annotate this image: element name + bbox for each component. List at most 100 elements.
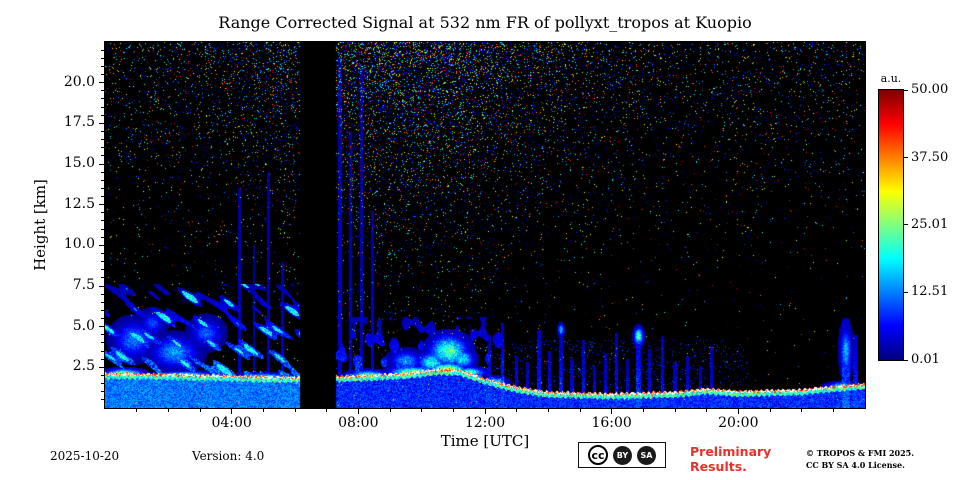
y-tick-label: 17.5 (63, 114, 95, 131)
x-tick-label: 16:00 (591, 415, 632, 431)
y-minor-tick (101, 236, 104, 238)
x-minor-tick (167, 409, 169, 412)
x-minor-tick (326, 409, 328, 412)
version-label: Version: 4.0 (192, 449, 265, 463)
y-tick-label: 12.5 (63, 195, 95, 212)
y-minor-tick (101, 212, 104, 214)
x-minor-tick (262, 409, 264, 412)
y-minor-tick (101, 196, 104, 198)
colorbar-tick (904, 224, 908, 226)
y-minor-tick (101, 155, 104, 157)
y-minor-tick (101, 139, 104, 141)
y-minor-tick (101, 90, 104, 92)
colorbar-tick (904, 291, 908, 293)
license-line1: © TROPOS & FMI 2025. (806, 448, 915, 458)
y-major-tick (99, 244, 104, 246)
x-minor-tick (294, 409, 296, 412)
y-tick-label: 10.0 (63, 236, 95, 253)
x-tick-label: 04:00 (211, 415, 252, 431)
colorbar-unit-label: a.u. (880, 72, 902, 85)
x-minor-tick (452, 409, 454, 412)
heatmap-canvas (105, 42, 865, 408)
y-tick-label: 15.0 (63, 155, 95, 171)
x-minor-tick (801, 409, 803, 412)
y-minor-tick (101, 179, 104, 181)
y-minor-tick (101, 301, 104, 303)
y-tick-label: 2.5 (72, 358, 95, 375)
x-major-tick (737, 409, 739, 414)
x-minor-tick (832, 409, 834, 412)
y-tick-label: 20.0 (63, 73, 95, 90)
y-major-tick (99, 366, 104, 368)
x-minor-tick (579, 409, 581, 412)
cc-sa-icon: SA (637, 445, 656, 465)
y-minor-tick (101, 334, 104, 336)
y-minor-tick (101, 374, 104, 376)
colorbar-tick (904, 157, 908, 158)
x-minor-tick (199, 409, 201, 412)
x-minor-tick (389, 409, 391, 412)
y-major-tick (99, 326, 104, 328)
copyright-license-note: © TROPOS & FMI 2025. CC BY SA 4.0 Licens… (806, 448, 914, 471)
x-minor-tick (136, 409, 138, 412)
x-tick-label: 08:00 (338, 415, 379, 431)
y-minor-tick (101, 342, 104, 344)
colorbar-canvas (879, 90, 903, 360)
y-tick-label: 5.0 (72, 317, 95, 334)
cc-license-badge: cc BY SA (578, 442, 666, 468)
y-minor-tick (101, 293, 104, 295)
license-line2: CC BY SA 4.0 License. (806, 459, 905, 470)
y-major-tick (99, 82, 104, 84)
cc-by-icon: BY (613, 445, 632, 465)
y-minor-tick (101, 399, 104, 401)
y-minor-tick (101, 277, 104, 279)
y-minor-tick (101, 187, 104, 189)
colorbar-tick-label: 37.50 (911, 149, 949, 165)
y-minor-tick (101, 74, 104, 76)
y-minor-tick (101, 269, 104, 271)
y-minor-tick (101, 114, 104, 116)
y-minor-tick (101, 171, 104, 173)
colorbar-tick-label: 25.01 (911, 216, 949, 232)
y-minor-tick (101, 318, 104, 320)
y-minor-tick (101, 391, 104, 393)
x-minor-tick (516, 409, 518, 412)
y-minor-tick (101, 106, 104, 108)
y-minor-tick (101, 57, 104, 59)
preliminary-results-note: Preliminary Results. (690, 444, 771, 474)
x-major-tick (357, 409, 359, 414)
y-minor-tick (101, 130, 104, 132)
y-minor-tick (101, 228, 104, 230)
y-minor-tick (101, 98, 104, 100)
colorbar-tick (904, 359, 908, 361)
y-minor-tick (101, 358, 104, 360)
x-major-tick (611, 409, 613, 414)
x-axis-label: Time [UTC] (440, 432, 530, 450)
colorbar-tick-label: 50.00 (911, 82, 949, 97)
x-minor-tick (674, 409, 676, 412)
y-major-tick (99, 122, 104, 124)
y-minor-tick (101, 309, 104, 311)
y-major-tick (99, 204, 104, 206)
y-major-tick (99, 285, 104, 287)
colorbar (878, 89, 904, 361)
cc-logo-icon: cc (588, 445, 608, 465)
plot-area (104, 41, 866, 409)
colorbar-tick-label: 12.51 (911, 284, 949, 300)
x-major-tick (484, 409, 486, 414)
x-major-tick (231, 409, 233, 414)
preliminary-line2: Results. (690, 459, 747, 474)
x-minor-tick (769, 409, 771, 412)
x-tick-label: 20:00 (718, 415, 759, 431)
colorbar-tick-label: 0.01 (911, 352, 940, 367)
x-tick-label: 12:00 (464, 415, 506, 431)
y-major-tick (99, 163, 104, 165)
measurement-date: 2025-10-20 (50, 449, 120, 463)
preliminary-line1: Preliminary (690, 444, 772, 459)
y-minor-tick (101, 65, 104, 67)
x-minor-tick (706, 409, 708, 412)
y-minor-tick (101, 350, 104, 352)
y-minor-tick (101, 383, 104, 385)
x-minor-tick (421, 409, 423, 412)
